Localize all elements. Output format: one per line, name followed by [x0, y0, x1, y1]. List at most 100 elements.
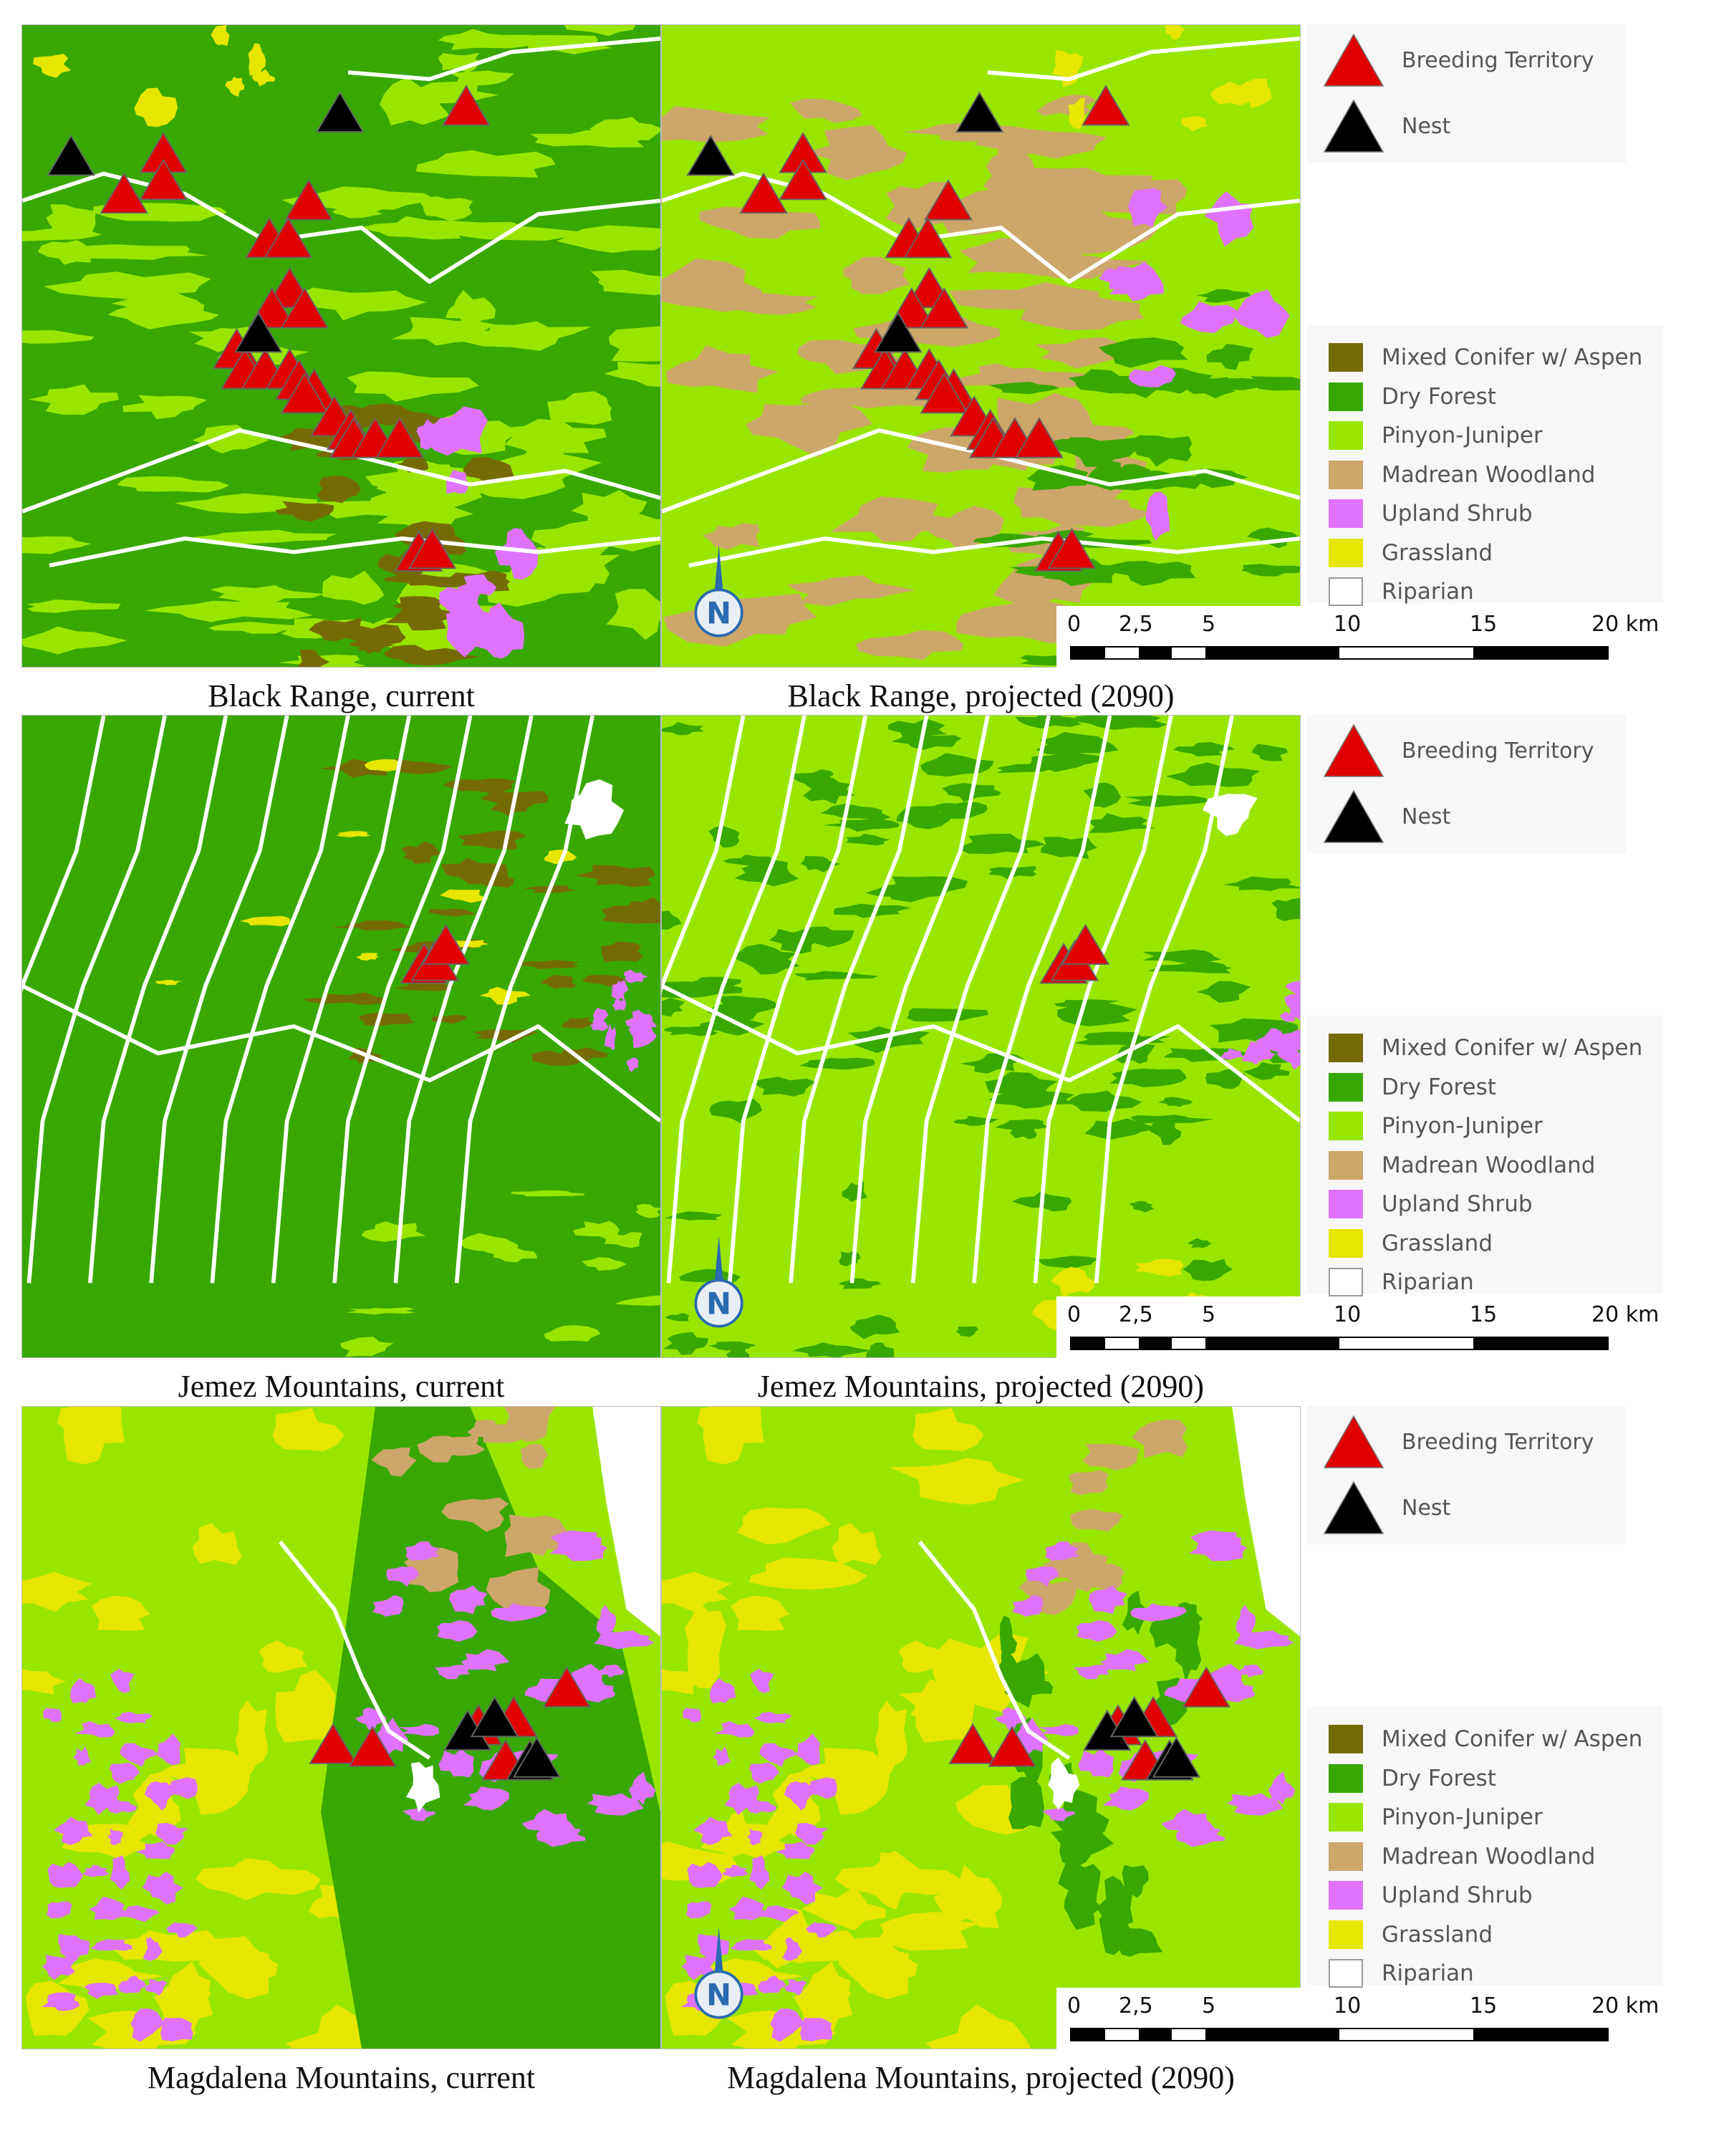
- breeding-territory-marker[interactable]: [948, 1723, 998, 1764]
- breeding-territory-marker[interactable]: [280, 372, 329, 414]
- map-magdalena-mountains-projected[interactable]: N: [661, 1406, 1301, 2049]
- grassland-patch: [839, 1936, 919, 2000]
- madrean-woodland-patch: [1131, 1419, 1188, 1458]
- map-jemez-mountains-projected[interactable]: N: [661, 715, 1301, 1358]
- upland-shrub-patch: [494, 528, 539, 580]
- breeding-territory-marker[interactable]: [100, 172, 149, 214]
- breeding-territory-marker[interactable]: [309, 1723, 358, 1764]
- breeding-territory-marker[interactable]: [421, 923, 471, 966]
- legend-swatch: [1329, 1072, 1363, 1102]
- breeding-territory-marker[interactable]: [1182, 1666, 1231, 1708]
- land-cover-legend: Mixed Conifer w/ Aspen Dry Forest Pinyon-J…: [1307, 325, 1663, 606]
- scale-bar-label: 0: [1067, 612, 1082, 637]
- legend-marker-item: Breeding Territory: [1321, 718, 1594, 783]
- riparian-river: [149, 716, 289, 1284]
- dry-forest-patch: [662, 998, 685, 1017]
- grassland-patch: [697, 1407, 762, 1458]
- madrean-woodland-patch: [1082, 1443, 1140, 1471]
- map-black-range-current[interactable]: [21, 24, 661, 668]
- riparian-river: [393, 716, 534, 1284]
- land-cover-base: [22, 716, 660, 1357]
- dry-forest-patch: [959, 833, 1046, 855]
- breeding-territory-marker[interactable]: [739, 172, 789, 214]
- pinyon-juniper-patch: [43, 271, 211, 303]
- upland-shrub-patch: [1285, 981, 1300, 994]
- upland-shrub-patch: [85, 1782, 124, 1815]
- map-black-range-projected[interactable]: N: [661, 24, 1301, 668]
- map-jemez-mountains-current[interactable]: [21, 715, 661, 1358]
- dry-forest-patch: [723, 855, 774, 867]
- mixed-conifer-patch: [463, 457, 514, 484]
- upland-shrub-patch: [386, 1567, 420, 1587]
- breeding-territory-marker[interactable]: [1047, 527, 1097, 569]
- breeding-territory-marker[interactable]: [139, 158, 188, 201]
- legend-class-item: Mixed Conifer w/ Aspen: [1329, 341, 1642, 374]
- nest-marker[interactable]: [955, 91, 1004, 133]
- nest-marker[interactable]: [47, 134, 96, 176]
- pinyon-juniper-patch: [615, 1295, 660, 1306]
- breeding-territory-marker[interactable]: [920, 372, 969, 414]
- breeding-territory-marker[interactable]: [1061, 923, 1110, 966]
- nest-marker[interactable]: [315, 91, 365, 133]
- grassland-patch: [1180, 115, 1208, 132]
- scale-bar-label: 0: [1067, 1993, 1082, 2018]
- grassland-patch: [1135, 1259, 1184, 1276]
- breeding-territory-marker[interactable]: [408, 527, 457, 569]
- mixed-conifer-patch: [348, 638, 395, 653]
- nest-marker[interactable]: [512, 1736, 562, 1778]
- dry-forest-patch: [1051, 1822, 1114, 1869]
- grassland-patch: [155, 979, 183, 986]
- grassland-patch: [196, 1858, 322, 1901]
- legend-swatch: [1329, 421, 1363, 450]
- breeding-territory-marker[interactable]: [1015, 417, 1064, 458]
- nest-marker[interactable]: [1109, 1695, 1159, 1738]
- mixed-conifer-patch: [575, 865, 655, 887]
- nest-marker[interactable]: [233, 311, 283, 353]
- breeding-territory-marker[interactable]: [442, 85, 491, 126]
- nest-marker[interactable]: [686, 134, 736, 176]
- dry-forest-patch: [662, 722, 705, 736]
- upland-shrub-patch: [1102, 1786, 1150, 1811]
- mixed-conifer-patch: [309, 617, 375, 642]
- legend-swatch: [1329, 460, 1363, 489]
- breeding-territory-marker[interactable]: [779, 158, 828, 201]
- breeding-territory-marker[interactable]: [903, 216, 953, 259]
- pinyon-juniper-patch: [438, 52, 482, 73]
- breeding-territory-marker[interactable]: [284, 179, 333, 221]
- map-magdalena-mountains-current[interactable]: [21, 1406, 661, 2049]
- upland-shrub-patch: [1279, 1011, 1296, 1022]
- nest-marker[interactable]: [470, 1695, 519, 1738]
- riparian-river: [22, 716, 106, 993]
- dry-forest-patch: [1196, 981, 1251, 1004]
- breeding-territory-marker[interactable]: [348, 1726, 397, 1767]
- dry-forest-patch: [800, 855, 841, 872]
- breeding-territory-marker[interactable]: [264, 216, 313, 259]
- legend-class-item: Dry Forest: [1329, 1071, 1496, 1104]
- upland-shrub-patch: [43, 1708, 62, 1723]
- breeding-territory-marker[interactable]: [375, 417, 424, 458]
- riparian-river: [910, 716, 1051, 1284]
- upland-shrub-patch: [73, 1746, 92, 1766]
- mixed-conifer-patch: [443, 778, 516, 794]
- breeding-territory-marker[interactable]: [1082, 85, 1130, 126]
- upland-shrub-patch: [155, 1822, 189, 1845]
- dry-forest-patch: [664, 1312, 690, 1322]
- breeding-territory-marker[interactable]: [280, 287, 329, 329]
- madrean-woodland-patch: [486, 1567, 551, 1614]
- upland-shrub-patch: [74, 1721, 115, 1738]
- legend-class-label: Dry Forest: [1382, 383, 1496, 410]
- breeding-territory-marker[interactable]: [920, 287, 969, 329]
- breeding-territory-marker[interactable]: [542, 1666, 592, 1708]
- riparian-river: [332, 716, 473, 1284]
- grassland-patch: [711, 1810, 753, 1858]
- nest-marker[interactable]: [1152, 1736, 1201, 1778]
- grassland-patch: [57, 1407, 122, 1458]
- dry-forest-patch: [1246, 527, 1299, 549]
- breeding-territory-marker[interactable]: [988, 1726, 1036, 1767]
- pinyon-juniper-patch: [608, 326, 660, 362]
- breeding-territory-marker[interactable]: [924, 179, 973, 221]
- nest-marker[interactable]: [873, 311, 923, 353]
- dry-forest-patch: [1067, 1090, 1142, 1112]
- pinyon-juniper-patch: [122, 395, 208, 420]
- legend-class-label: Riparian: [1382, 1960, 1474, 1986]
